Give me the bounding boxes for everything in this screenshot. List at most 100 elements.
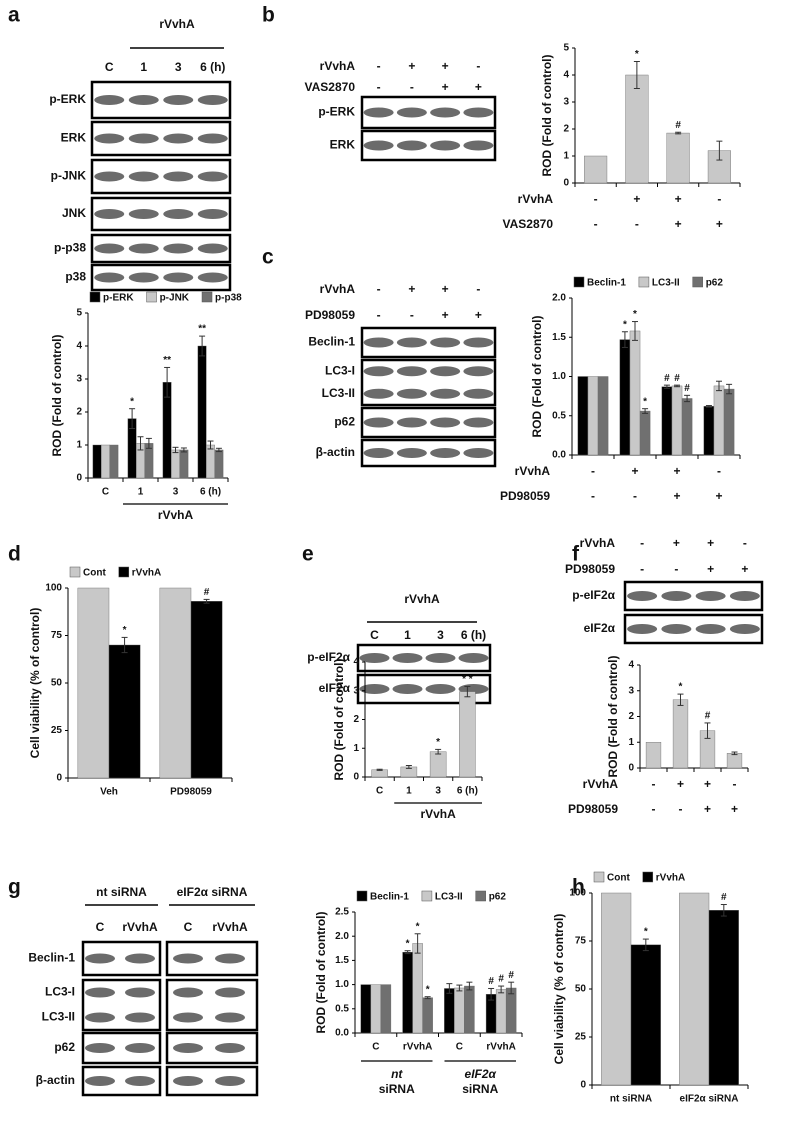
blot-box <box>81 1065 162 1097</box>
group-label: nt <box>391 1067 403 1081</box>
band <box>396 366 427 377</box>
y-tick-label: 1.5 <box>552 332 566 343</box>
band <box>695 624 726 634</box>
y-tick-label: 3 <box>76 374 82 385</box>
band <box>661 624 692 634</box>
bar <box>422 997 433 1034</box>
error-bar <box>137 436 144 451</box>
error-bar <box>207 440 214 450</box>
bar <box>645 742 662 769</box>
lane-label: 3 <box>175 60 182 74</box>
condition-sign: - <box>476 282 480 296</box>
bar <box>459 691 476 778</box>
error-bar <box>720 904 727 917</box>
condition-label: PD98059 <box>568 802 618 816</box>
y-tick-label: 25 <box>51 725 63 736</box>
error-bar <box>404 950 411 955</box>
band <box>163 133 194 144</box>
condition-sign: - <box>640 562 644 576</box>
significance-mark: * <box>130 396 134 407</box>
bar <box>639 410 651 456</box>
significance-mark: # <box>498 974 504 985</box>
band <box>215 953 245 964</box>
y-axis-label: ROD (Fold of control) <box>332 659 346 781</box>
y-tick-label: 3 <box>563 97 569 108</box>
band <box>128 95 159 105</box>
panel-letter: d <box>8 543 21 566</box>
legend-label: p62 <box>489 892 507 903</box>
band <box>392 684 423 694</box>
legend-swatch <box>421 890 433 902</box>
panel-letter: h <box>572 876 585 899</box>
bar <box>92 444 102 479</box>
band <box>94 171 125 182</box>
bar <box>360 984 372 1034</box>
x-tick-label: nt siRNA <box>610 1094 652 1105</box>
y-tick-label: 0.5 <box>552 410 566 421</box>
bar <box>495 989 507 1034</box>
x-tick-label: rVvhA <box>486 1042 515 1053</box>
condition-sign: + <box>633 192 640 206</box>
band <box>627 624 658 634</box>
band <box>173 987 203 998</box>
blot-header: nt siRNA <box>96 885 147 899</box>
y-axis-label: ROD (Fold of control) <box>530 316 544 438</box>
blot-box <box>81 978 162 1032</box>
band <box>359 684 390 694</box>
legend-label: Cont <box>83 568 106 579</box>
bar <box>601 892 632 1086</box>
y-tick-label: 1.0 <box>552 371 566 382</box>
condition-label: VAS2870 <box>503 217 554 231</box>
condition-label: VAS2870 <box>305 80 356 94</box>
bar <box>171 449 180 479</box>
band-label: p-p38 <box>54 241 86 255</box>
condition-sign: - <box>652 777 656 791</box>
band <box>363 140 394 151</box>
bar <box>464 985 475 1034</box>
error-bar <box>488 987 495 1001</box>
panel-letter: b <box>262 4 275 27</box>
lane-label: C <box>105 60 114 74</box>
error-bar <box>414 933 421 954</box>
condition-label: PD98059 <box>305 308 355 322</box>
band-label: ERK <box>330 138 356 152</box>
legend-label: LC3-II <box>435 892 463 903</box>
band <box>125 1012 155 1023</box>
condition-sign: - <box>377 308 381 322</box>
panel-letter: c <box>262 246 274 269</box>
band-label: p62 <box>54 1040 75 1054</box>
y-tick-label: 0.0 <box>335 1028 349 1039</box>
condition-sign: + <box>741 562 748 576</box>
x-axis-label: rVvhA <box>158 508 194 522</box>
error-bar <box>508 981 515 995</box>
band <box>363 366 394 377</box>
condition-label: rVvhA <box>320 282 356 296</box>
condition-label: rVvhA <box>320 59 356 73</box>
error-bar <box>663 384 670 389</box>
bar <box>77 587 110 779</box>
band-label: LC3-II <box>42 1010 75 1024</box>
band-label: p-ERK <box>318 105 355 119</box>
condition-sign: - <box>633 489 637 503</box>
error-bar <box>633 61 640 89</box>
condition-sign: + <box>442 282 449 296</box>
band <box>85 1076 115 1086</box>
y-tick-label: 2 <box>76 407 82 418</box>
y-tick-label: 2 <box>628 711 634 722</box>
y-axis-label: Cell viability (% of control) <box>28 608 42 759</box>
y-axis-label: Cell viability (% of control) <box>552 914 566 1065</box>
significance-mark: * <box>643 396 647 407</box>
bar <box>429 751 447 778</box>
band <box>173 1043 203 1053</box>
band <box>729 591 760 601</box>
band-label: p38 <box>65 270 86 284</box>
condition-label: rVvhA <box>583 777 619 791</box>
legend-swatch <box>118 566 130 578</box>
legend-label: p-JNK <box>160 293 190 304</box>
blot-header: rVvhA <box>159 17 195 31</box>
y-tick-label: 2.0 <box>335 931 349 942</box>
band <box>463 337 494 348</box>
significance-mark: * <box>426 984 430 995</box>
band <box>463 448 494 458</box>
blot-header: eIF2α siRNA <box>177 885 248 899</box>
